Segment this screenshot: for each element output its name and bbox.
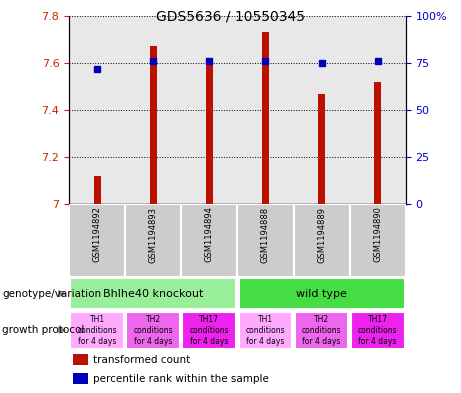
- Bar: [295, 312, 349, 349]
- Text: GDS5636 / 10550345: GDS5636 / 10550345: [156, 10, 305, 24]
- Text: TH2
conditions
for 4 days: TH2 conditions for 4 days: [134, 314, 173, 346]
- Bar: [70, 312, 124, 349]
- Bar: [238, 278, 405, 309]
- Text: TH17
conditions
for 4 days: TH17 conditions for 4 days: [189, 314, 229, 346]
- Bar: [125, 204, 181, 277]
- Text: TH1
conditions
for 4 days: TH1 conditions for 4 days: [246, 314, 285, 346]
- Bar: [349, 204, 406, 277]
- Text: GSM1194893: GSM1194893: [149, 207, 158, 263]
- Bar: [150, 46, 157, 204]
- Bar: [72, 354, 88, 365]
- Bar: [238, 312, 292, 349]
- Bar: [374, 82, 381, 204]
- Text: GSM1194894: GSM1194894: [205, 207, 214, 263]
- Text: TH17
conditions
for 4 days: TH17 conditions for 4 days: [358, 314, 397, 346]
- Text: TH2
conditions
for 4 days: TH2 conditions for 4 days: [302, 314, 341, 346]
- Bar: [262, 32, 269, 204]
- Bar: [181, 204, 237, 277]
- Bar: [294, 204, 349, 277]
- Text: GSM1194890: GSM1194890: [373, 207, 382, 263]
- Text: Bhlhe40 knockout: Bhlhe40 knockout: [103, 289, 203, 299]
- Text: GSM1194889: GSM1194889: [317, 207, 326, 263]
- Text: GSM1194892: GSM1194892: [93, 207, 102, 263]
- Bar: [237, 204, 294, 277]
- Text: genotype/variation: genotype/variation: [2, 289, 101, 299]
- Bar: [70, 278, 236, 309]
- Bar: [126, 312, 180, 349]
- Bar: [351, 312, 405, 349]
- Bar: [183, 312, 236, 349]
- Text: wild type: wild type: [296, 289, 347, 299]
- Text: percentile rank within the sample: percentile rank within the sample: [93, 374, 269, 384]
- Bar: [94, 176, 100, 204]
- Text: GSM1194888: GSM1194888: [261, 207, 270, 263]
- Text: transformed count: transformed count: [93, 355, 190, 365]
- Text: TH1
conditions
for 4 days: TH1 conditions for 4 days: [77, 314, 117, 346]
- Bar: [72, 373, 88, 384]
- Bar: [318, 94, 325, 204]
- Bar: [206, 58, 213, 204]
- Text: growth protocol: growth protocol: [2, 325, 85, 335]
- Bar: [69, 204, 125, 277]
